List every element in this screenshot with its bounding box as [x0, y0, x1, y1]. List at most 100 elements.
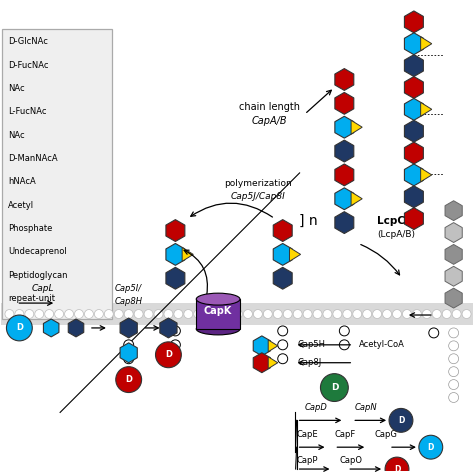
Circle shape	[422, 310, 431, 319]
Circle shape	[214, 310, 223, 319]
Circle shape	[124, 354, 134, 364]
Polygon shape	[273, 244, 292, 265]
Polygon shape	[335, 188, 354, 210]
Circle shape	[449, 380, 459, 390]
Text: Peptidoglycan: Peptidoglycan	[9, 271, 68, 280]
Circle shape	[449, 341, 459, 351]
Circle shape	[283, 310, 292, 319]
Text: L-FucNAc: L-FucNAc	[9, 107, 47, 116]
Circle shape	[116, 367, 142, 392]
Circle shape	[154, 310, 163, 319]
Circle shape	[432, 310, 441, 319]
Polygon shape	[445, 223, 462, 243]
Circle shape	[171, 340, 180, 350]
Circle shape	[303, 310, 312, 319]
Text: NAc: NAc	[9, 131, 25, 140]
Polygon shape	[404, 76, 423, 99]
Text: Cap5H: Cap5H	[298, 340, 326, 349]
Circle shape	[174, 310, 183, 319]
Polygon shape	[44, 319, 59, 337]
Text: CapA/B: CapA/B	[252, 116, 288, 126]
Circle shape	[84, 310, 93, 319]
Circle shape	[402, 310, 411, 319]
Circle shape	[155, 342, 182, 368]
FancyArrowPatch shape	[184, 250, 208, 295]
Polygon shape	[268, 340, 278, 352]
Text: Cap5I/: Cap5I/	[115, 284, 142, 292]
Circle shape	[412, 310, 421, 319]
Circle shape	[320, 374, 348, 401]
Circle shape	[339, 340, 349, 350]
Polygon shape	[351, 120, 362, 134]
Text: D: D	[394, 465, 400, 474]
Polygon shape	[268, 357, 278, 369]
Polygon shape	[68, 319, 84, 337]
Circle shape	[449, 328, 459, 338]
Polygon shape	[445, 201, 462, 220]
Polygon shape	[445, 245, 462, 264]
Circle shape	[7, 315, 32, 341]
Circle shape	[389, 409, 413, 432]
Circle shape	[293, 310, 302, 319]
Text: D: D	[165, 350, 172, 359]
Circle shape	[339, 326, 349, 336]
Circle shape	[94, 310, 103, 319]
Polygon shape	[404, 99, 423, 120]
Polygon shape	[335, 92, 354, 114]
FancyBboxPatch shape	[1, 303, 473, 325]
Circle shape	[5, 310, 14, 319]
Circle shape	[124, 326, 134, 336]
Circle shape	[104, 310, 113, 319]
Polygon shape	[404, 142, 423, 164]
Polygon shape	[120, 343, 137, 363]
Circle shape	[224, 310, 233, 319]
Circle shape	[15, 310, 24, 319]
Circle shape	[278, 354, 288, 364]
Circle shape	[114, 310, 123, 319]
Text: D: D	[398, 416, 404, 425]
Polygon shape	[166, 267, 185, 289]
Circle shape	[419, 435, 443, 459]
Circle shape	[64, 310, 73, 319]
Text: Cap8H: Cap8H	[115, 297, 143, 306]
Text: CapP: CapP	[297, 456, 318, 465]
Polygon shape	[420, 168, 432, 182]
FancyArrowPatch shape	[307, 90, 331, 112]
Circle shape	[353, 310, 362, 319]
Polygon shape	[445, 288, 462, 308]
Polygon shape	[182, 247, 193, 261]
Polygon shape	[290, 247, 301, 261]
Text: Acetyl: Acetyl	[9, 201, 35, 210]
Ellipse shape	[196, 293, 240, 305]
Circle shape	[373, 310, 382, 319]
Circle shape	[363, 310, 372, 319]
Circle shape	[171, 354, 180, 364]
Circle shape	[164, 310, 173, 319]
Text: repeat-unit: repeat-unit	[9, 294, 55, 303]
Circle shape	[144, 310, 153, 319]
Circle shape	[184, 310, 193, 319]
Text: (LcpA/B): (LcpA/B)	[377, 230, 415, 239]
Circle shape	[25, 310, 34, 319]
Text: Cap5J/Cap8I: Cap5J/Cap8I	[230, 192, 285, 201]
Circle shape	[244, 310, 252, 319]
Text: CapF: CapF	[334, 430, 356, 439]
Polygon shape	[404, 33, 423, 55]
Text: CapK: CapK	[204, 306, 232, 316]
Circle shape	[449, 367, 459, 377]
Polygon shape	[404, 120, 423, 142]
Ellipse shape	[196, 323, 240, 335]
FancyArrowPatch shape	[191, 203, 273, 217]
Polygon shape	[404, 11, 423, 33]
Text: hNAcA: hNAcA	[9, 177, 36, 186]
Text: D: D	[428, 443, 434, 452]
Text: CapG: CapG	[374, 430, 397, 439]
Polygon shape	[120, 318, 137, 338]
Circle shape	[194, 310, 203, 319]
Circle shape	[264, 310, 272, 319]
Circle shape	[452, 310, 461, 319]
Circle shape	[385, 457, 409, 474]
FancyBboxPatch shape	[2, 29, 112, 319]
Polygon shape	[335, 212, 354, 234]
Text: polymerization: polymerization	[224, 179, 292, 188]
